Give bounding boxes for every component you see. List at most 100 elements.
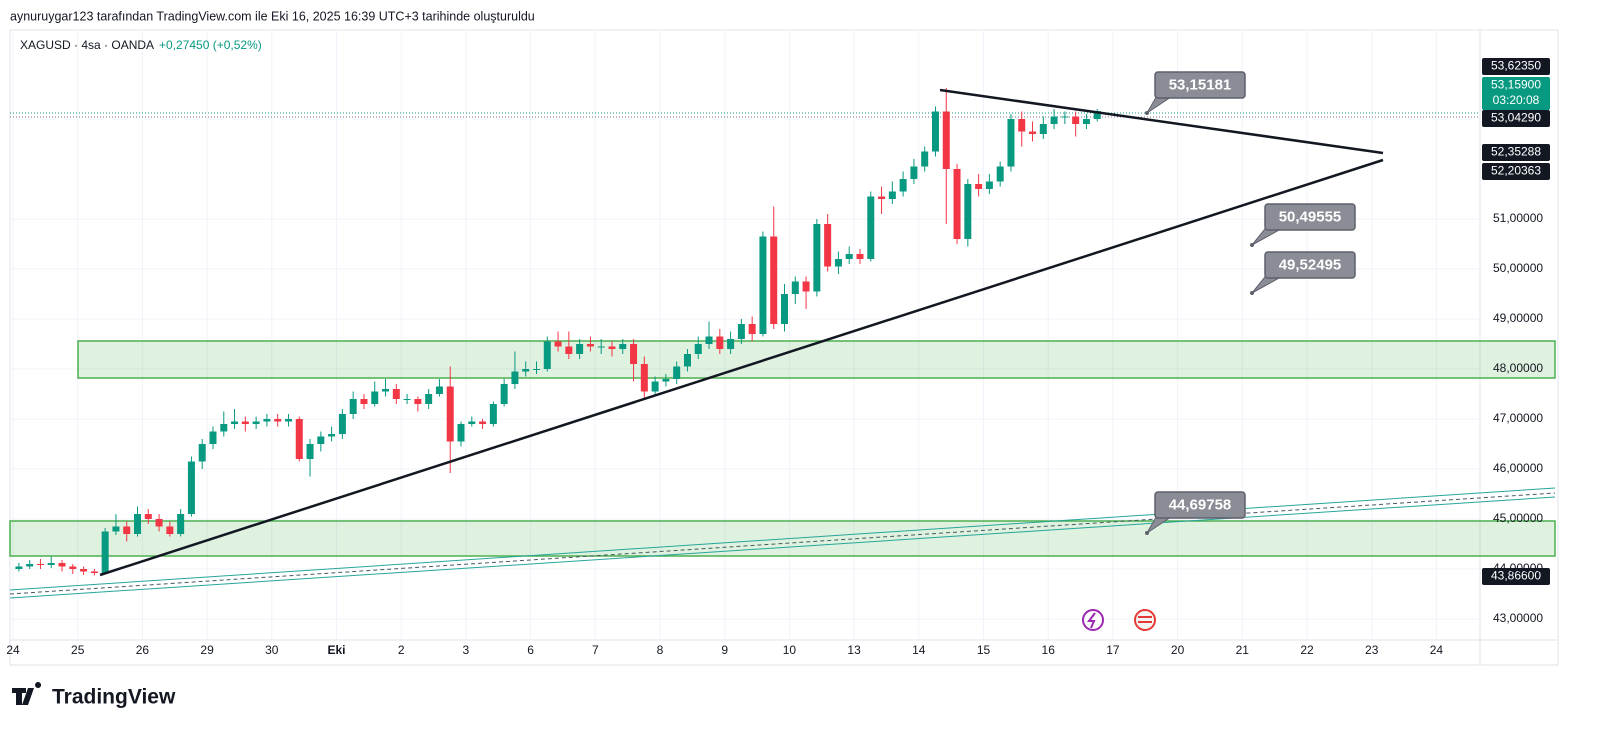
candle-body (209, 431, 217, 444)
attribution: aynuruygar123 tarafından TradingView.com… (10, 9, 535, 23)
candle-body (824, 224, 832, 267)
candle-body (683, 354, 691, 367)
candle-body (446, 386, 454, 442)
candle-body (489, 404, 497, 424)
candle-body (813, 224, 821, 292)
candle-body (996, 166, 1004, 182)
y-tick-label: 49,00000 (1493, 311, 1543, 325)
y-tick-label: 51,00000 (1493, 211, 1543, 225)
candle-body (834, 259, 842, 267)
candle-body (90, 571, 98, 573)
candle-body (964, 184, 972, 239)
x-tick-label: 13 (847, 643, 861, 657)
candle-body (36, 564, 44, 565)
x-tick-label: 6 (527, 643, 534, 657)
candle-body (425, 394, 433, 404)
candle-body (371, 391, 379, 404)
candle-body (295, 419, 303, 459)
candle-body (284, 419, 292, 422)
callout-label: 49,52495 (1279, 256, 1342, 273)
candle-body (576, 344, 584, 354)
grid (10, 30, 1480, 640)
economic-event-icon[interactable] (1134, 609, 1156, 631)
candle-body (252, 421, 260, 424)
x-tick-label: 26 (136, 643, 150, 657)
candle-body (47, 563, 55, 565)
x-tick-label: 24 (1430, 643, 1444, 657)
callout-box (1154, 491, 1246, 519)
x-tick-label: 20 (1171, 643, 1185, 657)
symbol: XAGUSD · 4sa · OANDA (20, 38, 154, 52)
x-tick-label: 22 (1300, 643, 1314, 657)
candles (15, 87, 1101, 576)
y-tick-label: 47,00000 (1493, 411, 1543, 425)
candle-body (888, 191, 896, 199)
x-tick-label: 7 (592, 643, 599, 657)
candle-body (1029, 131, 1037, 134)
candle-body (716, 336, 724, 349)
candle-body (166, 526, 174, 534)
candle-body (112, 526, 120, 532)
candle-body (1007, 119, 1015, 167)
x-tick-label: 10 (783, 643, 797, 657)
candle-body (1072, 116, 1080, 124)
candle-body (565, 346, 573, 354)
y-tick-label: 48,00000 (1493, 361, 1543, 375)
candle-body (349, 399, 357, 414)
callout-anchor (1250, 291, 1254, 295)
candle-body (338, 414, 346, 434)
candle-body (554, 341, 562, 347)
candle-body (522, 369, 530, 372)
candle-body (543, 341, 551, 369)
candle-body (15, 566, 23, 569)
x-tick-label: 8 (657, 643, 664, 657)
price-label-box (1482, 110, 1550, 127)
channel-mid (9, 492, 1556, 595)
candle-body (274, 419, 282, 422)
flag-stripe (1138, 616, 1152, 618)
candle-body (392, 389, 400, 399)
candle-body (619, 344, 627, 349)
candle-body (177, 514, 185, 534)
support-zone (77, 340, 1556, 379)
callout-label: 53,15181 (1169, 76, 1232, 93)
candle-body (845, 254, 853, 259)
x-tick-label: 29 (200, 643, 214, 657)
price-label: 52,35288 (1491, 145, 1541, 159)
y-tick-label: 46,00000 (1493, 461, 1543, 475)
candle-body (1093, 111, 1101, 119)
candle-body (942, 111, 950, 169)
candle-body (953, 169, 961, 239)
candle-body (58, 563, 66, 567)
channel-line (9, 487, 1556, 591)
price-label-box (1482, 163, 1550, 180)
candle-body (856, 254, 864, 259)
candle-body (187, 461, 195, 514)
x-tick-label: 15 (977, 643, 991, 657)
logo-mark (12, 682, 42, 705)
callout-label: 44,69758 (1169, 496, 1232, 513)
candle-body (727, 339, 735, 349)
x-tick-label: 2 (398, 643, 405, 657)
candle-body (791, 281, 799, 294)
candle-body (867, 196, 875, 259)
candle-body (1039, 124, 1047, 134)
y-tick-label: 43,00000 (1493, 611, 1543, 625)
candle-body (630, 344, 638, 364)
channel-line (9, 496, 1556, 599)
change: +0,27450 (+0,52%) (159, 38, 262, 52)
candle-body (597, 346, 605, 348)
candle-body (360, 399, 368, 404)
callout-label: 50,49555 (1279, 208, 1342, 225)
candle-body (414, 399, 422, 404)
x-tick-label: 23 (1365, 643, 1379, 657)
candle-body (241, 421, 249, 424)
candle-body (69, 566, 77, 569)
candle-body (144, 514, 152, 519)
candle-body (263, 419, 271, 422)
candle-body (382, 389, 390, 392)
x-tick-label: 9 (721, 643, 728, 657)
x-tick-label: 3 (463, 643, 470, 657)
candle-body (123, 526, 131, 534)
